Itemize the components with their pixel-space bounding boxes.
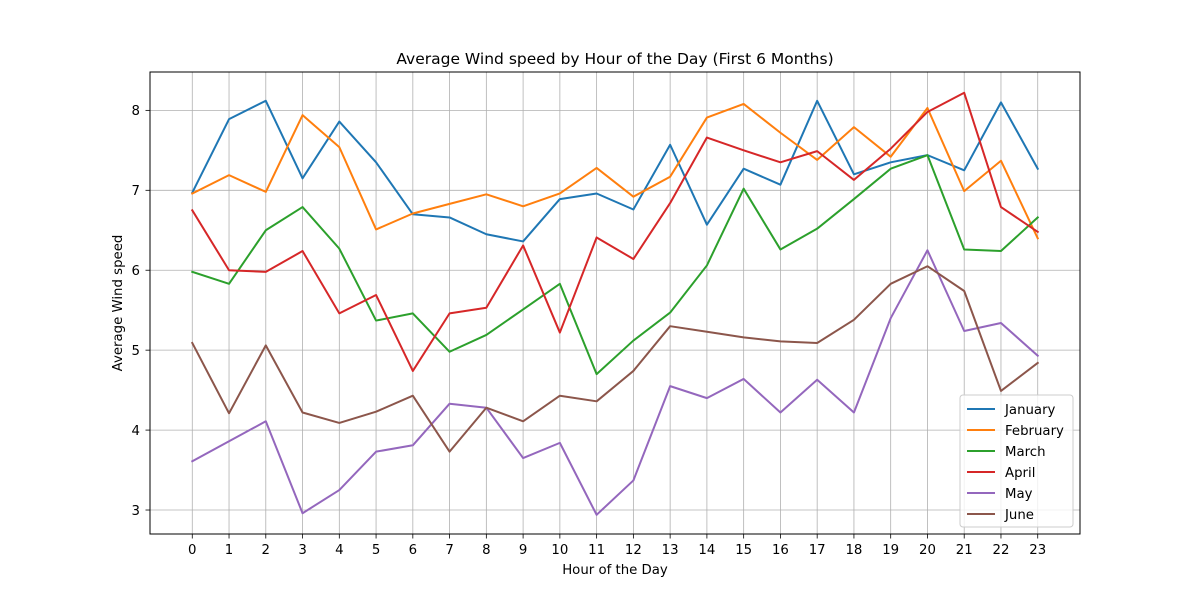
legend-label-march: March [1005,445,1046,460]
series-line-february [190,102,1040,240]
x-tick-label: 9 [519,543,527,558]
x-tick-label: 18 [845,543,862,558]
series-line-march [191,154,1040,376]
y-tick-label: 8 [132,104,140,119]
legend-label-june: June [1004,508,1034,523]
x-tick-label: 14 [698,543,715,558]
y-tick-label: 7 [132,184,140,199]
legend-label-january: January [1004,403,1056,418]
x-tick-label: 16 [772,543,789,558]
x-tick-label: 1 [225,543,233,558]
x-tick-label: 5 [372,543,380,558]
x-tick-label: 22 [993,543,1010,558]
x-axis-ticks: 0 1 2 3 4 5 6 7 8 9 10 11 12 13 14 15 16 17 18 19 20 21 22 23 [188,534,1046,558]
y-axis-label: Average Wind speed [111,235,126,372]
y-axis-ticks: 3 4 5 6 7 8 [132,104,150,519]
x-tick-label: 10 [551,543,568,558]
x-tick-label: 7 [445,543,453,558]
y-tick-label: 3 [132,504,140,519]
x-tick-label: 3 [298,543,306,558]
x-tick-label: 15 [735,543,752,558]
x-axis-label: Hour of the Day [562,563,668,578]
legend-label-may: May [1005,487,1033,502]
x-tick-label: 2 [262,543,270,558]
x-tick-label: 21 [956,543,973,558]
x-tick-label: 13 [662,543,679,558]
series-lines [190,91,1040,516]
x-tick-label: 6 [409,543,417,558]
legend-label-february: February [1005,424,1064,439]
x-tick-label: 23 [1029,543,1046,558]
chart-title: Average Wind speed by Hour of the Day (F… [396,50,833,68]
y-tick-label: 6 [132,264,140,279]
series-line-april [190,91,1040,372]
x-tick-label: 12 [625,543,642,558]
x-tick-label: 0 [188,543,196,558]
x-tick-label: 17 [809,543,826,558]
x-tick-label: 8 [482,543,490,558]
plot-frame [149,71,1081,535]
series-line-june [190,265,1040,453]
x-tick-label: 20 [919,543,936,558]
y-tick-label: 5 [132,344,140,359]
y-tick-label: 4 [132,424,140,439]
legend: January February March April May June [959,394,1074,528]
x-tick-label: 11 [588,543,605,558]
x-tick-label: 4 [335,543,343,558]
series-line-may [190,249,1040,516]
series-line-january [190,99,1040,243]
x-tick-label: 19 [882,543,899,558]
legend-label-april: April [1005,466,1035,481]
